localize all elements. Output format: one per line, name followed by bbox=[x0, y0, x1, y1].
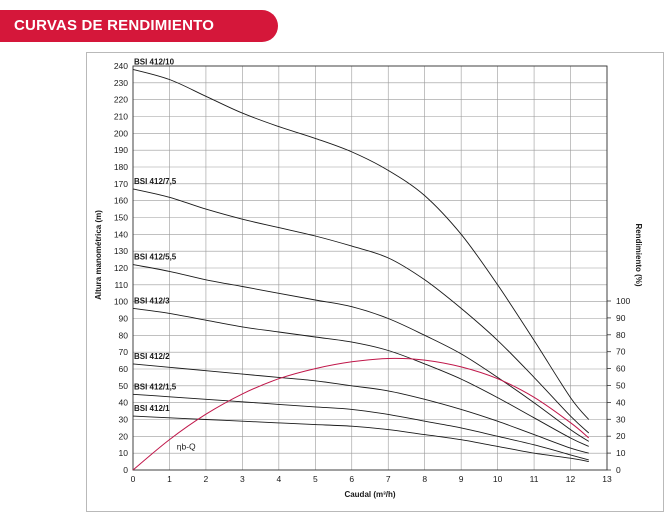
y2-tick-label: 70 bbox=[616, 347, 626, 357]
x-tick-label: 1 bbox=[167, 474, 172, 484]
series-line-0 bbox=[132, 68, 590, 420]
y-axis-label: Altura manométrica (m) bbox=[94, 210, 103, 300]
series-label: BSI 412/7,5 bbox=[134, 177, 177, 186]
y-tick-label: 50 bbox=[119, 381, 129, 391]
x-tick-label: 4 bbox=[276, 474, 281, 484]
x-tick-label: 5 bbox=[313, 474, 318, 484]
y-tick-label: 80 bbox=[119, 330, 129, 340]
series-labels: BSI 412/10 BSI 412/7,5 BSI 412/5,5 BSI 412/… bbox=[134, 57, 196, 451]
x-tick-label: 8 bbox=[422, 474, 427, 484]
y2-tick-label: 50 bbox=[616, 381, 626, 391]
y-tick-label: 0 bbox=[123, 465, 128, 475]
y2-tick-label: 60 bbox=[616, 364, 626, 374]
plot-area bbox=[132, 65, 608, 471]
series-label: ηb-Q bbox=[177, 442, 196, 452]
x-tick-label: 6 bbox=[349, 474, 354, 484]
x-tick-label: 9 bbox=[459, 474, 464, 484]
y-tick-label: 200 bbox=[114, 128, 128, 138]
y-tick-label: 210 bbox=[114, 112, 128, 122]
series-line-4 bbox=[132, 363, 589, 454]
series-line-6 bbox=[132, 415, 589, 463]
x-tick-label: 7 bbox=[386, 474, 391, 484]
y-tick-label: 10 bbox=[119, 448, 129, 458]
chart-grid bbox=[132, 65, 608, 471]
y-tick-label: 160 bbox=[114, 196, 128, 206]
y-tick-label: 60 bbox=[119, 364, 129, 374]
y-tick-label: 140 bbox=[114, 229, 128, 239]
series-label: BSI 412/1,5 bbox=[134, 382, 177, 391]
y-tick-label: 220 bbox=[114, 95, 128, 105]
series-label: BSI 412/5,5 bbox=[134, 253, 177, 262]
y2-tick-label: 30 bbox=[616, 414, 626, 424]
y-tick-label: 70 bbox=[119, 347, 129, 357]
y2-tick-label: 100 bbox=[616, 296, 630, 306]
y-tick-label: 190 bbox=[114, 145, 128, 155]
section-banner: CURVAS DE RENDIMIENTO bbox=[0, 10, 278, 42]
y2-axis-label: Rendimiento (%) bbox=[634, 223, 643, 286]
y2-tick-label: 40 bbox=[616, 397, 626, 407]
y-tick-label: 230 bbox=[114, 78, 128, 88]
x-tick-label: 13 bbox=[602, 474, 612, 484]
series-line-2 bbox=[132, 264, 590, 442]
section-title: CURVAS DE RENDIMIENTO bbox=[14, 17, 215, 34]
y-tick-label: 30 bbox=[119, 415, 129, 425]
y-tick-label: 130 bbox=[114, 246, 128, 256]
y-tick-label: 40 bbox=[119, 398, 129, 408]
series-line-1 bbox=[132, 188, 590, 434]
y-tick-label: 20 bbox=[119, 431, 129, 441]
y2-tick-label: 0 bbox=[616, 465, 621, 475]
chart-axes: 0102030405060708090100110120130140150160… bbox=[114, 61, 631, 484]
chart-frame bbox=[86, 52, 664, 512]
y-tick-label: 240 bbox=[114, 61, 128, 71]
x-tick-label: 0 bbox=[131, 474, 136, 484]
y-tick-label: 180 bbox=[114, 162, 128, 172]
series-line-7 bbox=[132, 357, 590, 471]
y-tick-label: 150 bbox=[114, 213, 128, 223]
y-tick-label: 110 bbox=[114, 280, 128, 290]
y-tick-label: 170 bbox=[114, 179, 128, 189]
x-tick-label: 10 bbox=[493, 474, 503, 484]
series-layer bbox=[132, 68, 590, 471]
y2-tick-label: 90 bbox=[616, 313, 626, 323]
series-label: BSI 412/10 bbox=[134, 57, 175, 66]
series-label: BSI 412/1 bbox=[134, 404, 170, 413]
y2-tick-label: 10 bbox=[616, 448, 626, 458]
series-line-5 bbox=[132, 393, 589, 461]
y-tick-label: 120 bbox=[114, 263, 128, 273]
y2-tick-label: 20 bbox=[616, 431, 626, 441]
x-axis-label: Caudal (m³/h) bbox=[344, 490, 395, 499]
series-line-3 bbox=[132, 307, 589, 447]
x-tick-label: 2 bbox=[204, 474, 209, 484]
series-label: BSI 412/3 bbox=[134, 296, 170, 305]
x-tick-label: 11 bbox=[530, 474, 539, 484]
series-label: BSI 412/2 bbox=[134, 352, 170, 361]
y-tick-label: 100 bbox=[114, 297, 128, 307]
y2-tick-label: 80 bbox=[616, 330, 626, 340]
x-tick-label: 12 bbox=[566, 474, 576, 484]
x-tick-label: 3 bbox=[240, 474, 245, 484]
y-tick-label: 90 bbox=[119, 314, 129, 324]
